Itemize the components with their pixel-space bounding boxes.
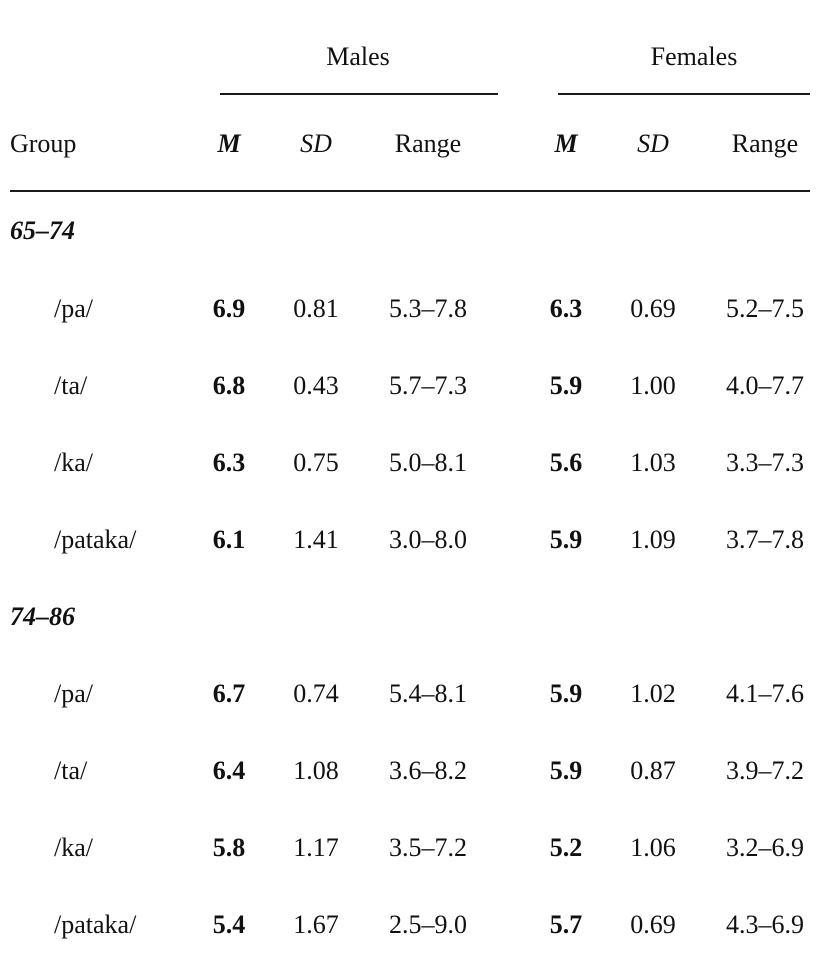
male-mean-cell: 6.4 bbox=[212, 756, 246, 785]
female-range-column-header: Range bbox=[731, 129, 799, 158]
header-bottom-rule bbox=[10, 190, 810, 192]
female-sd-cell: 1.02 bbox=[630, 679, 676, 708]
group-label-74-86: 74–86 bbox=[10, 602, 75, 631]
female-sd-cell: 1.09 bbox=[630, 525, 676, 554]
female-sd-cell: 0.87 bbox=[630, 756, 676, 785]
male-range-column-header: Range bbox=[394, 129, 462, 158]
male-range-cell: 3.6–8.2 bbox=[389, 756, 467, 785]
syllable-cell: /ta/ bbox=[54, 371, 88, 400]
syllable-cell: /pataka/ bbox=[54, 910, 137, 939]
female-mean-cell: 5.9 bbox=[549, 525, 583, 554]
female-sd-cell: 0.69 bbox=[630, 910, 676, 939]
male-sd-cell: 1.67 bbox=[293, 910, 339, 939]
male-range-cell: 3.0–8.0 bbox=[389, 525, 467, 554]
male-mean-cell: 6.7 bbox=[212, 679, 246, 708]
male-range-cell: 3.5–7.2 bbox=[389, 833, 467, 862]
male-mean-cell: 6.9 bbox=[212, 294, 246, 323]
female-mean-cell: 5.9 bbox=[549, 371, 583, 400]
syllable-cell: /pa/ bbox=[54, 294, 93, 323]
male-mean-cell: 6.3 bbox=[212, 448, 246, 477]
female-mean-cell: 6.3 bbox=[549, 294, 583, 323]
female-mean-cell: 5.2 bbox=[549, 833, 583, 862]
female-sd-cell: 1.00 bbox=[630, 371, 676, 400]
male-sd-cell: 1.41 bbox=[293, 525, 339, 554]
syllable-cell: /ka/ bbox=[54, 448, 93, 477]
male-range-cell: 5.7–7.3 bbox=[389, 371, 467, 400]
female-mean-cell: 5.9 bbox=[549, 756, 583, 785]
female-mean-cell: 5.7 bbox=[549, 910, 583, 939]
female-mean-cell: 5.9 bbox=[549, 679, 583, 708]
syllable-cell: /pataka/ bbox=[54, 525, 137, 554]
female-sd-cell: 0.69 bbox=[630, 294, 676, 323]
syllable-cell: /ka/ bbox=[54, 833, 93, 862]
female-mean-column-header: M bbox=[554, 129, 578, 158]
male-mean-cell: 6.1 bbox=[212, 525, 246, 554]
male-mean-cell: 5.4 bbox=[212, 910, 246, 939]
male-sd-cell: 0.74 bbox=[293, 679, 339, 708]
group-column-header: Group bbox=[10, 129, 77, 158]
male-range-cell: 5.4–8.1 bbox=[389, 679, 467, 708]
female-mean-cell: 5.6 bbox=[549, 448, 583, 477]
female-range-cell: 3.7–7.8 bbox=[726, 525, 804, 554]
males-spanner-label: Males bbox=[326, 42, 390, 71]
females-spanner-label: Females bbox=[650, 42, 738, 71]
male-sd-cell: 0.75 bbox=[293, 448, 339, 477]
male-sd-cell: 0.43 bbox=[293, 371, 339, 400]
syllable-cell: /ta/ bbox=[54, 756, 88, 785]
male-range-cell: 5.3–7.8 bbox=[389, 294, 467, 323]
male-mean-cell: 5.8 bbox=[212, 833, 246, 862]
male-range-cell: 5.0–8.1 bbox=[389, 448, 467, 477]
female-range-cell: 4.3–6.9 bbox=[726, 910, 804, 939]
male-sd-cell: 1.08 bbox=[293, 756, 339, 785]
group-label-65-74: 65–74 bbox=[10, 216, 75, 245]
male-mean-column-header: M bbox=[217, 129, 241, 158]
male-sd-cell: 1.17 bbox=[293, 833, 339, 862]
syllable-cell: /pa/ bbox=[54, 679, 93, 708]
female-range-cell: 4.1–7.6 bbox=[726, 679, 804, 708]
male-sd-cell: 0.81 bbox=[293, 294, 339, 323]
female-sd-cell: 1.03 bbox=[630, 448, 676, 477]
female-range-cell: 3.3–7.3 bbox=[726, 448, 804, 477]
female-sd-cell: 1.06 bbox=[630, 833, 676, 862]
males-spanner-rule bbox=[220, 93, 498, 95]
female-range-cell: 3.9–7.2 bbox=[726, 756, 804, 785]
female-range-cell: 3.2–6.9 bbox=[726, 833, 804, 862]
male-range-cell: 2.5–9.0 bbox=[389, 910, 467, 939]
female-range-cell: 4.0–7.7 bbox=[726, 371, 804, 400]
females-spanner-rule bbox=[558, 93, 810, 95]
male-sd-column-header: SD bbox=[300, 129, 332, 158]
male-mean-cell: 6.8 bbox=[212, 371, 246, 400]
female-sd-column-header: SD bbox=[637, 129, 669, 158]
female-range-cell: 5.2–7.5 bbox=[726, 294, 804, 323]
